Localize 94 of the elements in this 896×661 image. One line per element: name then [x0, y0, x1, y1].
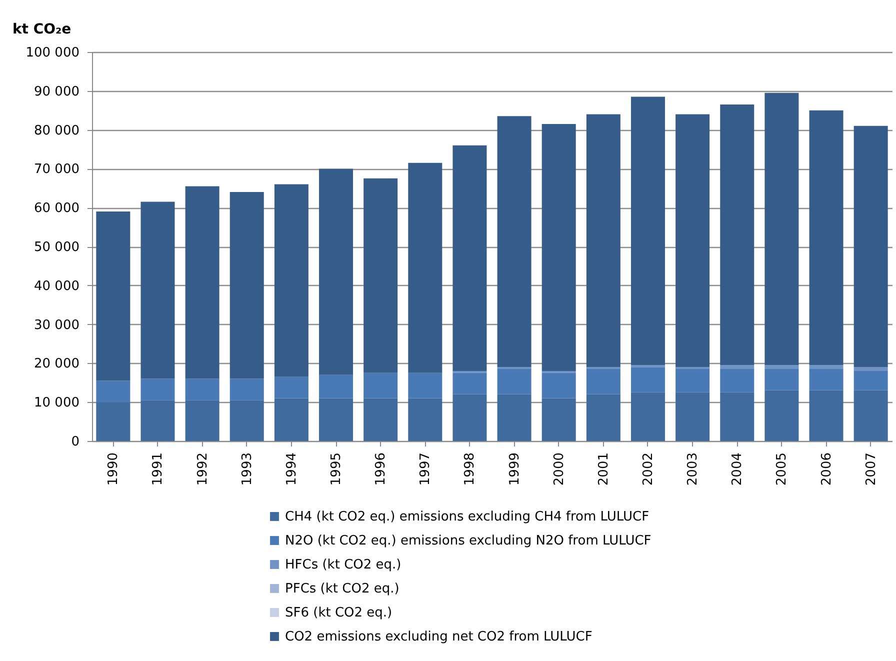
x-tick-label: 2001 — [596, 452, 612, 486]
bar — [185, 186, 220, 379]
x-tick-label: 2006 — [819, 452, 834, 486]
bar — [764, 92, 799, 366]
x-tick-label: 1992 — [195, 452, 210, 486]
bar — [497, 394, 532, 441]
bar — [230, 400, 264, 441]
bar — [586, 114, 620, 368]
bar — [140, 202, 175, 379]
bar — [542, 124, 576, 371]
x-tick-label: 1995 — [329, 452, 344, 486]
bar — [854, 126, 888, 368]
bar — [408, 372, 442, 398]
y-tick-label: 70 000 — [34, 162, 80, 178]
bar — [497, 116, 532, 368]
bar — [764, 365, 799, 370]
x-tick-label: 1993 — [240, 452, 255, 486]
x-tick-label: 1990 — [106, 452, 122, 486]
bar — [319, 168, 354, 375]
bar — [809, 390, 844, 441]
bar — [319, 374, 354, 398]
bar — [364, 372, 398, 398]
bar — [364, 398, 398, 441]
bar — [140, 378, 175, 400]
y-tick-label: 100 000 — [26, 46, 80, 60]
x-tick-label: 1994 — [284, 452, 300, 486]
bar — [854, 370, 888, 390]
bar — [809, 369, 844, 390]
y-tick-label: 50 000 — [34, 240, 80, 255]
bar — [676, 392, 710, 441]
bar — [452, 372, 487, 394]
bar — [854, 367, 888, 371]
bar — [230, 192, 264, 379]
x-tick-label: 2004 — [730, 452, 746, 486]
y-tick-label: 20 000 — [34, 356, 80, 372]
x-tick-label: 2002 — [640, 452, 656, 486]
bar — [274, 398, 308, 441]
x-tick-label: 2005 — [774, 452, 790, 486]
bar — [96, 402, 130, 441]
bar — [630, 367, 665, 392]
bar — [720, 369, 754, 392]
bar — [452, 394, 487, 441]
y-tick-label: 40 000 — [34, 278, 80, 294]
y-axis-title: kt CO₂e — [12, 22, 72, 38]
bar — [274, 376, 308, 398]
bar — [185, 378, 220, 400]
bar — [854, 390, 888, 441]
x-tick-label: 2007 — [864, 452, 879, 486]
x-tick-label: 1991 — [150, 452, 166, 486]
legend-label: HFCs (kt CO2 eq.) — [285, 558, 402, 572]
bar — [230, 378, 264, 400]
bar — [96, 380, 130, 402]
bar — [452, 145, 487, 371]
bar — [96, 211, 130, 381]
bar — [542, 398, 576, 441]
bar — [809, 110, 844, 366]
legend-label: CH4 (kt CO2 eq.) emissions excluding CH4 from LULUCF — [285, 510, 650, 524]
bar — [185, 400, 220, 441]
bar — [586, 394, 620, 441]
bar — [764, 390, 799, 441]
bar — [764, 369, 799, 390]
bar — [408, 398, 442, 441]
bar — [676, 114, 710, 368]
bar — [676, 369, 710, 392]
x-tick-label: 1996 — [374, 452, 389, 486]
bar — [497, 369, 532, 394]
x-tick-label: 1999 — [507, 452, 522, 486]
y-tick-label: 0 — [71, 434, 80, 450]
x-tick-label: 2003 — [686, 452, 701, 486]
legend-label: CO2 emissions excluding net CO2 from LULUCF — [285, 630, 592, 644]
x-tick-label: 1998 — [462, 452, 478, 486]
legend-label: PFCs (kt CO2 eq.) — [285, 582, 400, 596]
y-tick-label: 80 000 — [34, 123, 80, 138]
bar — [586, 369, 620, 394]
x-tick-label: 2000 — [552, 452, 567, 486]
bar — [630, 96, 665, 366]
bar — [319, 398, 354, 441]
bar — [720, 392, 754, 441]
bar — [140, 400, 175, 441]
bar — [408, 162, 442, 373]
bar — [720, 104, 754, 366]
bar — [364, 178, 398, 373]
bar — [809, 365, 844, 370]
bar — [542, 372, 576, 398]
y-tick-label: 30 000 — [34, 318, 80, 333]
y-tick-label: 10 000 — [34, 396, 80, 411]
y-tick-label: 60 000 — [34, 201, 80, 216]
bar — [274, 184, 308, 377]
y-tick-label: 90 000 — [34, 84, 80, 100]
bar — [720, 365, 754, 370]
bar — [630, 392, 665, 441]
x-tick-label: 1997 — [418, 452, 434, 486]
legend-label: SF6 (kt CO2 eq.) — [285, 606, 392, 620]
legend-label: N2O (kt CO2 eq.) emissions excluding N2O from LULUCF — [285, 534, 652, 548]
